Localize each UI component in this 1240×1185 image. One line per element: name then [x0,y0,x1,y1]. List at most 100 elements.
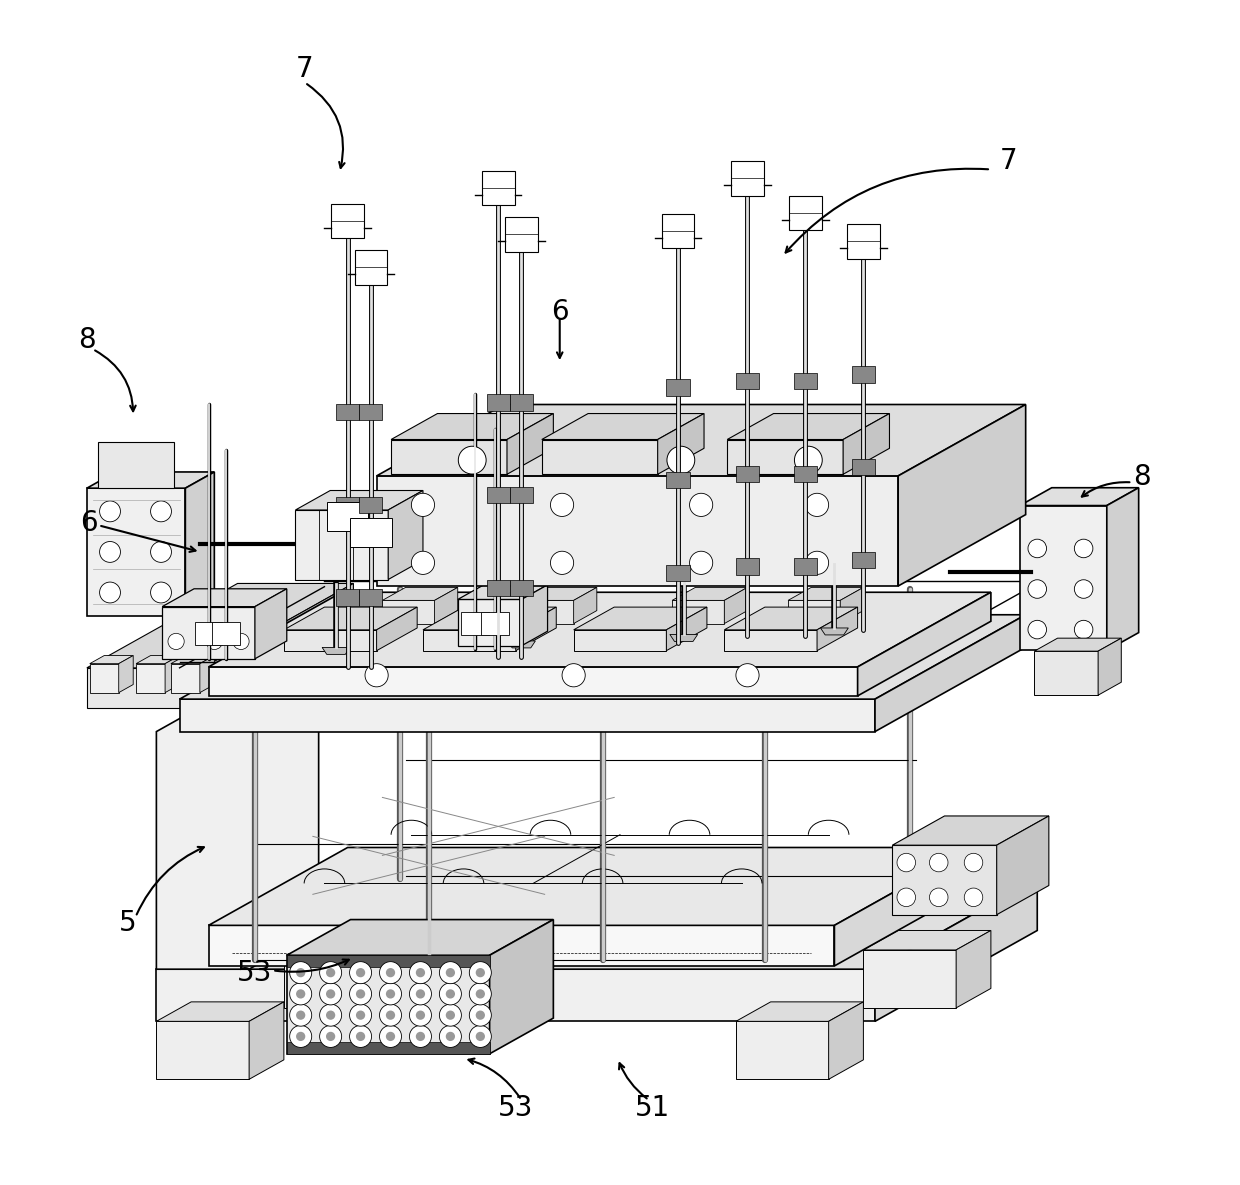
Polygon shape [162,589,286,607]
Polygon shape [835,847,973,966]
Circle shape [689,551,713,575]
Polygon shape [200,655,215,693]
Circle shape [415,989,425,999]
Polygon shape [1019,488,1138,506]
Bar [195,622,222,645]
Circle shape [1074,579,1092,598]
Circle shape [897,853,915,872]
Circle shape [795,447,822,474]
Circle shape [806,493,828,517]
Bar [336,497,360,513]
Polygon shape [789,588,863,601]
Polygon shape [377,404,1025,476]
Bar [794,558,817,575]
Bar [735,558,759,575]
Polygon shape [391,414,553,440]
Polygon shape [542,414,704,440]
Bar [794,373,817,389]
Polygon shape [732,161,764,196]
Polygon shape [208,667,858,696]
Polygon shape [249,1001,284,1080]
Circle shape [689,493,713,517]
Polygon shape [522,588,596,601]
Polygon shape [89,655,133,664]
Text: 53: 53 [498,1094,533,1122]
Text: 7: 7 [999,147,1017,175]
Polygon shape [1019,506,1107,651]
Polygon shape [574,607,707,629]
Circle shape [379,1025,402,1048]
Polygon shape [898,404,1025,587]
Polygon shape [522,585,548,646]
Polygon shape [156,1021,249,1080]
Polygon shape [286,955,490,967]
Text: 7: 7 [296,55,314,83]
Circle shape [439,1004,461,1026]
Bar [852,552,875,568]
Polygon shape [136,655,180,664]
Bar [336,404,360,421]
Circle shape [379,1004,402,1026]
Circle shape [350,962,372,984]
Polygon shape [295,491,423,510]
Polygon shape [89,664,119,693]
Polygon shape [203,583,353,709]
Bar [666,379,689,396]
Bar [481,611,508,635]
Bar [360,404,382,421]
Circle shape [326,989,335,999]
Polygon shape [997,816,1049,915]
Polygon shape [284,629,377,651]
Text: 8: 8 [1133,462,1151,491]
Polygon shape [724,588,748,623]
Circle shape [350,982,372,1005]
Circle shape [1028,579,1047,598]
Bar [327,502,368,531]
Polygon shape [670,634,698,641]
Polygon shape [423,629,516,651]
Polygon shape [847,224,879,258]
Bar [735,373,759,389]
Circle shape [667,447,694,474]
Circle shape [350,1025,372,1048]
Circle shape [326,968,335,978]
Circle shape [806,551,828,575]
Polygon shape [156,1001,284,1021]
Polygon shape [295,510,388,579]
Polygon shape [672,601,724,623]
Circle shape [326,1011,335,1020]
Text: 6: 6 [551,297,569,326]
Circle shape [150,501,171,521]
Circle shape [897,888,915,907]
Circle shape [386,1032,396,1042]
Polygon shape [434,588,458,623]
Polygon shape [666,607,707,651]
Circle shape [551,551,574,575]
Polygon shape [377,476,898,587]
Polygon shape [505,217,538,251]
Polygon shape [657,414,704,474]
Circle shape [439,982,461,1005]
Polygon shape [377,930,412,1008]
Circle shape [233,633,249,649]
Circle shape [386,989,396,999]
Polygon shape [1107,488,1138,651]
Circle shape [476,968,485,978]
Polygon shape [423,607,557,629]
Circle shape [469,1025,491,1048]
Polygon shape [388,491,423,579]
Circle shape [386,1011,396,1020]
Polygon shape [574,588,596,623]
Polygon shape [956,930,991,1008]
Bar [510,579,533,596]
Polygon shape [724,607,858,629]
Circle shape [296,1032,305,1042]
Polygon shape [458,585,548,600]
Circle shape [320,982,342,1005]
Polygon shape [507,414,553,474]
Circle shape [386,968,396,978]
Polygon shape [377,607,417,651]
Circle shape [469,962,491,984]
Polygon shape [171,664,200,693]
Circle shape [562,664,585,687]
